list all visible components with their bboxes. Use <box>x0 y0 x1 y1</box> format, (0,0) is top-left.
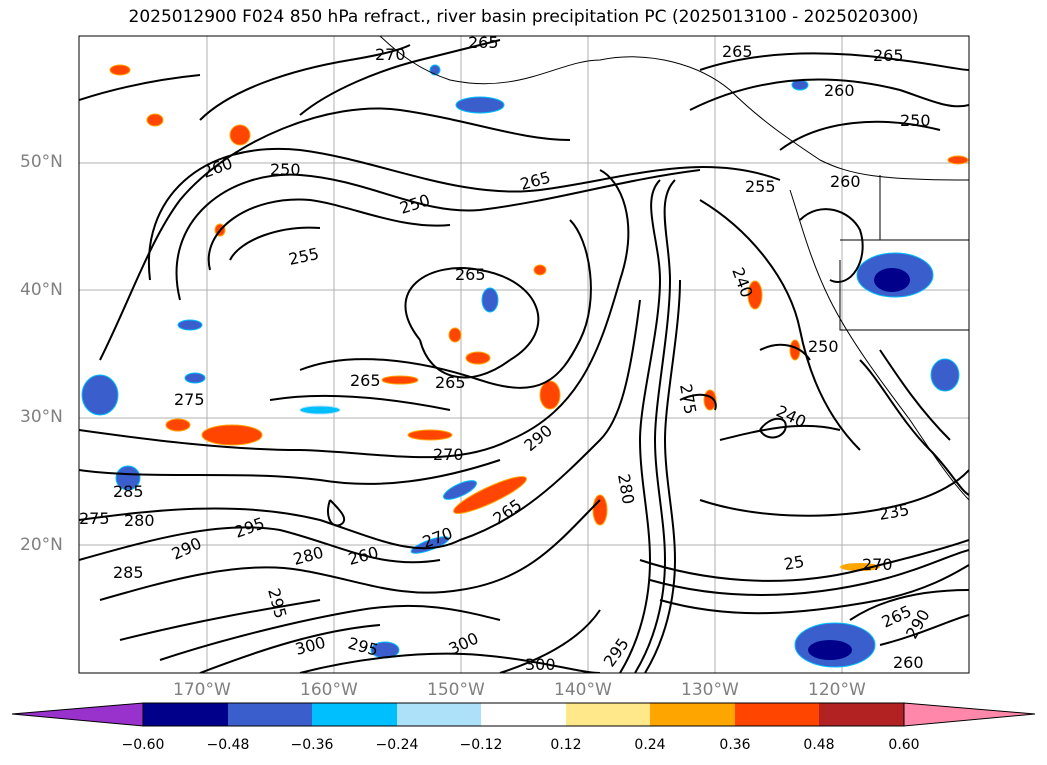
lat-label-50n: 50°N <box>20 152 63 172</box>
colorbar-segment <box>566 703 650 726</box>
colorbar-tick-label: −0.24 <box>375 737 419 753</box>
contour-label: 285 <box>113 482 144 501</box>
colorbar-extend-right <box>903 702 1036 727</box>
contour-label: 275 <box>174 390 205 409</box>
contour-label: 250 <box>900 111 931 130</box>
colorbar-tick-label: 0.48 <box>803 737 835 753</box>
contour-label: 260 <box>830 172 861 191</box>
contour-label: 25 <box>782 552 805 574</box>
lon-label-120w: 120°W <box>808 680 866 700</box>
lon-label-150w: 150°W <box>427 680 485 700</box>
colorbar-segment <box>819 703 904 726</box>
contour-label: 265 <box>722 42 753 61</box>
contour-label: 250 <box>808 337 839 356</box>
contour-label: 280 <box>124 511 155 530</box>
colorbar-tick-label: −0.48 <box>206 737 250 753</box>
plot-title: 2025012900 F024 850 hPa refract., river … <box>128 7 919 27</box>
lat-label-30n: 30°N <box>20 407 63 427</box>
colorbar-tick-label: −0.12 <box>459 737 503 753</box>
refractivity-contours <box>79 39 969 673</box>
colorbar-extend-left <box>11 702 144 727</box>
colorbar-tick-label: 0.12 <box>550 737 582 753</box>
contour-label: 265 <box>350 371 381 390</box>
colorbar-segment <box>143 703 228 726</box>
contour-label: 275 <box>79 509 110 528</box>
lon-label-160w: 160°W <box>300 680 358 700</box>
contour-label: 265 <box>468 33 499 52</box>
contour-label: 260 <box>824 81 855 100</box>
colorbar-tick-label: −0.60 <box>121 737 165 753</box>
contour-label: 270 <box>375 45 406 64</box>
contour-label: 270 <box>862 555 893 574</box>
colorbar-tick-label: 0.36 <box>719 737 751 753</box>
colorbar-tick-label: 0.24 <box>634 737 666 753</box>
colorbar-tick-label: −0.36 <box>290 737 334 753</box>
colorbar-segment <box>312 703 397 726</box>
lat-label-20n: 20°N <box>20 535 63 555</box>
lat-label-40n: 40°N <box>20 280 63 300</box>
colorbar-frame <box>142 702 905 727</box>
contour-label: 265 <box>455 265 486 284</box>
contour-label: 265 <box>435 373 466 392</box>
contour-label: 255 <box>745 177 776 196</box>
contour-label: 270 <box>433 445 464 464</box>
contour-label: 285 <box>113 563 144 582</box>
colorbar <box>11 702 1036 727</box>
colorbar-segment <box>735 703 819 726</box>
contour-label: 300 <box>525 655 556 674</box>
lon-label-170w: 170°W <box>173 680 231 700</box>
contour-label: 260 <box>893 653 924 672</box>
lon-label-130w: 130°W <box>681 680 739 700</box>
map-frame <box>78 35 970 674</box>
lon-label-140w: 140°W <box>554 680 612 700</box>
colorbar-segment <box>397 703 481 726</box>
contour-label: 250 <box>270 160 301 179</box>
colorbar-tick-label: 0.60 <box>888 737 920 753</box>
colorbar-segment <box>228 703 312 726</box>
colorbar-segment <box>481 703 566 726</box>
contour-label: 265 <box>873 46 904 65</box>
colorbar-segment <box>650 703 735 726</box>
